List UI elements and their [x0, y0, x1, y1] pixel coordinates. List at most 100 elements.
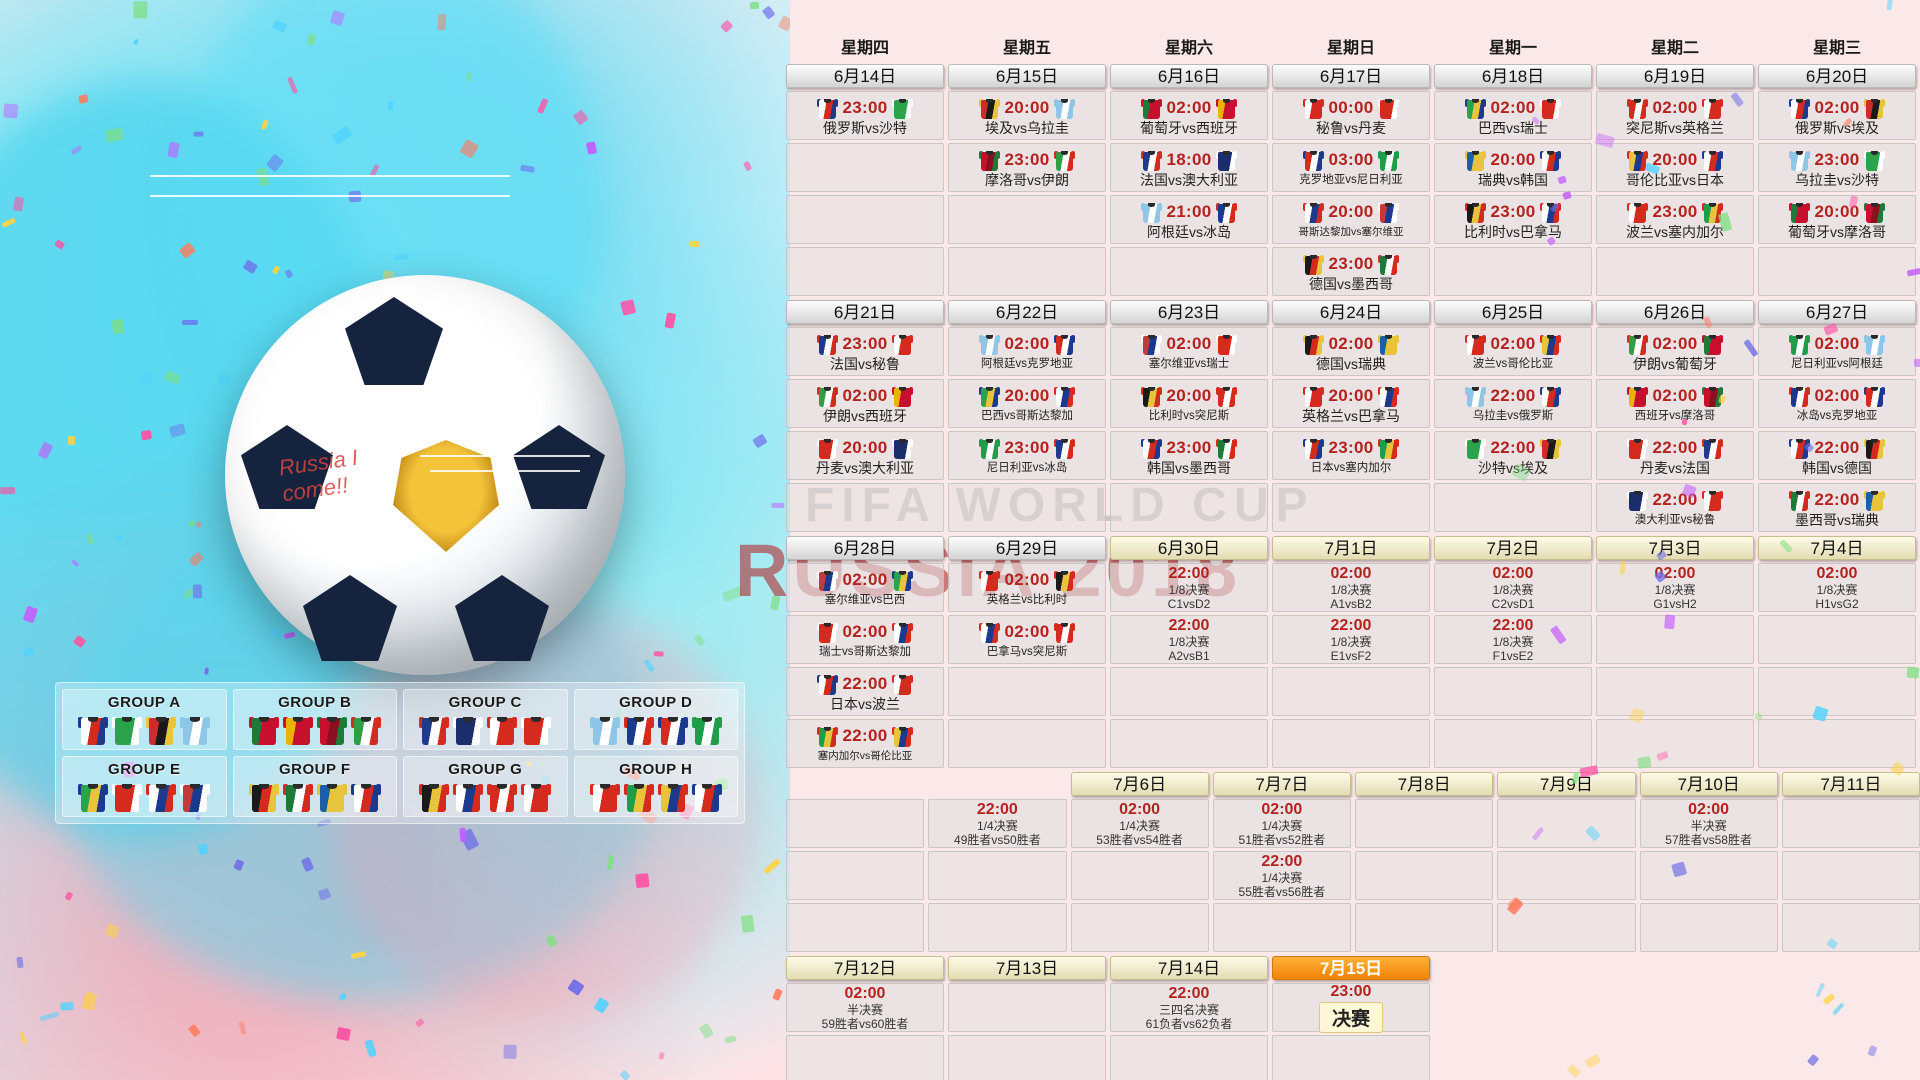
match-cell[interactable]: 02:00 1/4决赛 53胜者vs54胜者	[1070, 799, 1209, 848]
match-cell[interactable]: 02:00 突尼斯vs英格兰	[1596, 91, 1754, 140]
match-cell[interactable]: 20:00 哥斯达黎加vs塞尔维亚	[1272, 195, 1430, 244]
match-cell[interactable]: 18:00 法国vs澳大利亚	[1110, 143, 1268, 192]
match-cell[interactable]: 23:00 俄罗斯vs沙特	[786, 91, 944, 140]
match-cell[interactable]: 02:00 瑞士vs哥斯达黎加	[786, 615, 944, 664]
match-cell[interactable]: 20:00 英格兰vs巴拿马	[1272, 379, 1430, 428]
match-cell[interactable]: 02:00 1/8决赛 C2vsD1	[1434, 563, 1592, 612]
match-cell[interactable]: 23:00 比利时vs巴拿马	[1434, 195, 1592, 244]
date-header[interactable]: 7月9日	[1497, 772, 1636, 796]
group-box-group-h[interactable]: GROUP H	[573, 756, 738, 817]
group-box-group-g[interactable]: GROUP G	[403, 756, 568, 817]
date-header[interactable]: 7月15日	[1272, 956, 1430, 980]
date-header[interactable]: 6月20日	[1758, 64, 1916, 88]
match-cell[interactable]: 02:00 半决赛 57胜者vs58胜者	[1639, 799, 1778, 848]
match-cell[interactable]: 02:00 塞尔维亚vs巴西	[786, 563, 944, 612]
match-cell[interactable]: 02:00 葡萄牙vs西班牙	[1110, 91, 1268, 140]
match-cell[interactable]: 22:00 日本vs波兰	[786, 667, 944, 716]
match-cell[interactable]: 22:00 墨西哥vs瑞典	[1758, 483, 1916, 532]
match-cell[interactable]: 20:00 比利时vs突尼斯	[1110, 379, 1268, 428]
group-box-group-d[interactable]: GROUP D	[573, 689, 738, 750]
match-cell[interactable]: 23:00 法国vs秘鲁	[786, 327, 944, 376]
date-header[interactable]: 7月12日	[786, 956, 944, 980]
date-header[interactable]: 6月14日	[786, 64, 944, 88]
match-cell[interactable]: 20:00 葡萄牙vs摩洛哥	[1758, 195, 1916, 244]
match-cell[interactable]: 20:00 瑞典vs韩国	[1434, 143, 1592, 192]
match-cell[interactable]: 22:00 韩国vs德国	[1758, 431, 1916, 480]
match-cell[interactable]: 23:00 乌拉圭vs沙特	[1758, 143, 1916, 192]
match-cell[interactable]: 02:00 塞尔维亚vs瑞士	[1110, 327, 1268, 376]
match-cell[interactable]: 22:00 三四名决赛 61负者vs62负者	[1110, 983, 1268, 1032]
date-header[interactable]: 7月2日	[1434, 536, 1592, 560]
date-header[interactable]: 6月22日	[948, 300, 1106, 324]
date-header[interactable]: 6月28日	[786, 536, 944, 560]
group-box-group-e[interactable]: GROUP E	[62, 756, 227, 817]
match-cell[interactable]: 22:00 1/8决赛 F1vsE2	[1434, 615, 1592, 664]
match-cell[interactable]: 22:00 沙特vs埃及	[1434, 431, 1592, 480]
match-cell[interactable]: 22:00 1/4决赛 49胜者vs50胜者	[928, 799, 1067, 848]
date-header[interactable]: 7月14日	[1110, 956, 1268, 980]
match-cell[interactable]: 02:00 阿根廷vs克罗地亚	[948, 327, 1106, 376]
match-cell[interactable]: 22:00 1/8决赛 A2vsB1	[1110, 615, 1268, 664]
date-header[interactable]: 6月18日	[1434, 64, 1592, 88]
match-cell[interactable]: 20:00 丹麦vs澳大利亚	[786, 431, 944, 480]
date-header[interactable]: 6月29日	[948, 536, 1106, 560]
match-cell[interactable]: 02:00 尼日利亚vs阿根廷	[1758, 327, 1916, 376]
match-cell[interactable]: 02:00 1/8决赛 A1vsB2	[1272, 563, 1430, 612]
date-header[interactable]: 6月30日	[1110, 536, 1268, 560]
date-header[interactable]: 7月6日	[1070, 772, 1209, 796]
match-cell[interactable]: 02:00 西班牙vs摩洛哥	[1596, 379, 1754, 428]
group-box-group-a[interactable]: GROUP A	[62, 689, 227, 750]
date-header[interactable]: 6月25日	[1434, 300, 1592, 324]
match-cell[interactable]: 23:00 德国vs墨西哥	[1272, 247, 1430, 296]
match-cell[interactable]: 22:00 乌拉圭vs俄罗斯	[1434, 379, 1592, 428]
match-cell[interactable]: 22:00 澳大利亚vs秘鲁	[1596, 483, 1754, 532]
match-cell[interactable]: 02:00 波兰vs哥伦比亚	[1434, 327, 1592, 376]
match-cell[interactable]: 20:00 巴西vs哥斯达黎加	[948, 379, 1106, 428]
date-header[interactable]: 7月10日	[1639, 772, 1778, 796]
date-header[interactable]: 6月21日	[786, 300, 944, 324]
match-cell[interactable]: 20:00 哥伦比亚vs日本	[1596, 143, 1754, 192]
match-cell[interactable]: 00:00 秘鲁vs丹麦	[1272, 91, 1430, 140]
date-header[interactable]: 7月7日	[1212, 772, 1351, 796]
match-cell[interactable]: 23:00 日本vs塞内加尔	[1272, 431, 1430, 480]
match-cell[interactable]: 20:00 埃及vs乌拉圭	[948, 91, 1106, 140]
date-header[interactable]: 6月24日	[1272, 300, 1430, 324]
match-cell[interactable]: 02:00 巴拿马vs突尼斯	[948, 615, 1106, 664]
date-header[interactable]: 7月3日	[1596, 536, 1754, 560]
date-header[interactable]: 6月26日	[1596, 300, 1754, 324]
match-cell[interactable]: 23:00 决赛	[1272, 983, 1430, 1033]
group-box-group-b[interactable]: GROUP B	[232, 689, 397, 750]
date-header[interactable]: 6月23日	[1110, 300, 1268, 324]
match-cell[interactable]: 02:00 英格兰vs比利时	[948, 563, 1106, 612]
match-cell[interactable]: 22:00 1/4决赛 55胜者vs56胜者	[1212, 851, 1351, 900]
group-box-group-f[interactable]: GROUP F	[232, 756, 397, 817]
match-cell[interactable]: 02:00 俄罗斯vs埃及	[1758, 91, 1916, 140]
match-cell[interactable]: 23:00 韩国vs墨西哥	[1110, 431, 1268, 480]
group-box-group-c[interactable]: GROUP C	[403, 689, 568, 750]
match-cell[interactable]: 02:00 1/4决赛 51胜者vs52胜者	[1212, 799, 1351, 848]
match-cell[interactable]: 02:00 伊朗vs西班牙	[786, 379, 944, 428]
date-header[interactable]: 6月19日	[1596, 64, 1754, 88]
match-cell[interactable]: 23:00 波兰vs塞内加尔	[1596, 195, 1754, 244]
match-cell[interactable]: 23:00 尼日利亚vs冰岛	[948, 431, 1106, 480]
match-cell[interactable]: 22:00 塞内加尔vs哥伦比亚	[786, 719, 944, 768]
date-header[interactable]: 6月15日	[948, 64, 1106, 88]
match-cell[interactable]: 22:00 1/8决赛 C1vsD2	[1110, 563, 1268, 612]
match-cell[interactable]: 02:00 冰岛vs克罗地亚	[1758, 379, 1916, 428]
date-header[interactable]: 7月11日	[1781, 772, 1920, 796]
match-cell[interactable]: 02:00 伊朗vs葡萄牙	[1596, 327, 1754, 376]
match-cell[interactable]: 02:00 半决赛 59胜者vs60胜者	[786, 983, 944, 1032]
match-cell[interactable]: 03:00 克罗地亚vs尼日利亚	[1272, 143, 1430, 192]
match-cell[interactable]: 22:00 丹麦vs法国	[1596, 431, 1754, 480]
date-header[interactable]: 7月1日	[1272, 536, 1430, 560]
match-cell[interactable]: 23:00 摩洛哥vs伊朗	[948, 143, 1106, 192]
match-cell[interactable]: 21:00 阿根廷vs冰岛	[1110, 195, 1268, 244]
match-cell[interactable]: 02:00 巴西vs瑞士	[1434, 91, 1592, 140]
date-header[interactable]: 6月17日	[1272, 64, 1430, 88]
match-cell[interactable]: 02:00 1/8决赛 H1vsG2	[1758, 563, 1916, 612]
date-header[interactable]: 6月16日	[1110, 64, 1268, 88]
date-header[interactable]: 6月27日	[1758, 300, 1916, 324]
date-header[interactable]: 7月13日	[948, 956, 1106, 980]
match-cell[interactable]: 22:00 1/8决赛 E1vsF2	[1272, 615, 1430, 664]
date-header[interactable]: 7月8日	[1355, 772, 1494, 796]
